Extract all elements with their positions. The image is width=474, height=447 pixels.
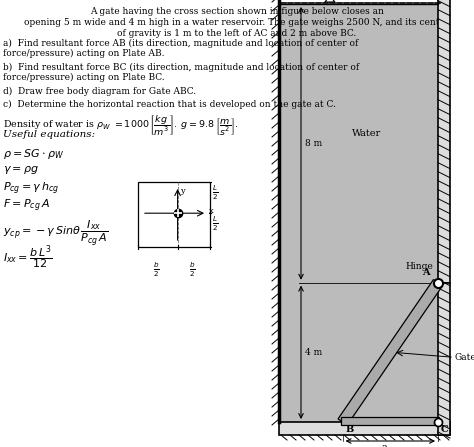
Text: of gravity is 1 m to the left of AC and 2 m above BC.: of gravity is 1 m to the left of AC and … [118, 29, 356, 38]
Text: $P_{cg} = \gamma\, h_{cg}$: $P_{cg} = \gamma\, h_{cg}$ [3, 181, 59, 198]
Text: $\frac{b}{2}$: $\frac{b}{2}$ [190, 261, 196, 279]
Text: y: y [180, 187, 184, 195]
Text: $\leftarrow$ 3 m $\rightarrow$: $\leftarrow$ 3 m $\rightarrow$ [368, 443, 413, 447]
Text: $y_{cp} = -\gamma\, Sin\theta\, \dfrac{I_{xx}}{P_{cg}\, A}$: $y_{cp} = -\gamma\, Sin\theta\, \dfrac{I… [3, 218, 109, 248]
Polygon shape [341, 417, 439, 425]
Text: Hinge: Hinge [405, 261, 433, 271]
Text: $\gamma = \rho g$: $\gamma = \rho g$ [3, 164, 39, 176]
Text: $\rho = SG\cdot\rho_W$: $\rho = SG\cdot\rho_W$ [3, 147, 64, 161]
Text: force/pressure) acting on Plate AB.: force/pressure) acting on Plate AB. [3, 49, 164, 58]
Text: d)  Draw free body diagram for Gate ABC.: d) Draw free body diagram for Gate ABC. [3, 87, 196, 96]
Bar [438, 283, 450, 435]
Bar [279, 422, 450, 435]
Text: $\frac{L}{2}$: $\frac{L}{2}$ [212, 214, 219, 232]
Text: A gate having the cross section shown in figure below closes an: A gate having the cross section shown in… [90, 7, 384, 16]
Text: C: C [441, 425, 449, 434]
Text: Water: Water [352, 129, 381, 138]
Text: $\frac{L}{2}$: $\frac{L}{2}$ [212, 184, 219, 202]
Bar [138, 182, 210, 247]
Text: force/pressure) acting on Plate BC.: force/pressure) acting on Plate BC. [3, 73, 164, 82]
Polygon shape [338, 279, 443, 425]
Text: $F = P_{cg}\, A$: $F = P_{cg}\, A$ [3, 198, 50, 215]
Text: 4 m: 4 m [305, 348, 322, 357]
Polygon shape [325, 0, 335, 2]
Text: A: A [422, 268, 430, 277]
Text: opening 5 m wide and 4 m high in a water reservoir. The gate weighs 2500 N, and : opening 5 m wide and 4 m high in a water… [24, 18, 450, 27]
Text: x: x [209, 207, 214, 215]
Text: a)  Find resultant force AB (its direction, magnitude and location of center of: a) Find resultant force AB (its directio… [3, 39, 358, 48]
Bar [279, 4, 438, 422]
Text: Useful equations:: Useful equations: [3, 130, 95, 139]
Bar [438, 0, 450, 283]
Text: b)  Find resultant force BC (its direction, magnitude and location of center of: b) Find resultant force BC (its directio… [3, 63, 359, 72]
Text: c)  Determine the horizontal reaction that is developed on the gate at C.: c) Determine the horizontal reaction tha… [3, 100, 336, 109]
Text: $\frac{b}{2}$: $\frac{b}{2}$ [153, 261, 159, 279]
Text: Density of water is $\rho_W$ $= 1000\,\left[\dfrac{kg}{m^3}\right].\;g = 9.8\,\l: Density of water is $\rho_W$ $= 1000\,\l… [3, 114, 238, 139]
Text: 8 m: 8 m [305, 139, 322, 148]
Text: Gate: Gate [455, 353, 474, 362]
Text: B: B [346, 425, 354, 434]
Text: $I_{xx} = \dfrac{b\,L^3}{12}$: $I_{xx} = \dfrac{b\,L^3}{12}$ [3, 244, 53, 272]
